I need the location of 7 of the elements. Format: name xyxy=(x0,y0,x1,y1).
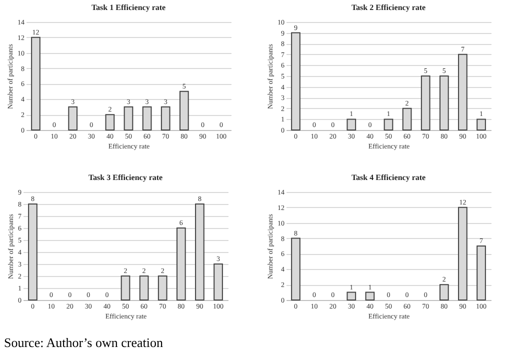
source-note: Source: Author’s own creation xyxy=(3,335,164,351)
bar xyxy=(365,292,375,300)
chart-title: Task 4 Efficiency rate xyxy=(351,173,426,182)
bar xyxy=(346,292,356,300)
chart-title: Task 1 Efficiency rate xyxy=(91,3,166,12)
chart-title: Task 3 Efficiency rate xyxy=(88,173,164,182)
chart-title: Task 2 Efficiency rate xyxy=(351,3,426,12)
